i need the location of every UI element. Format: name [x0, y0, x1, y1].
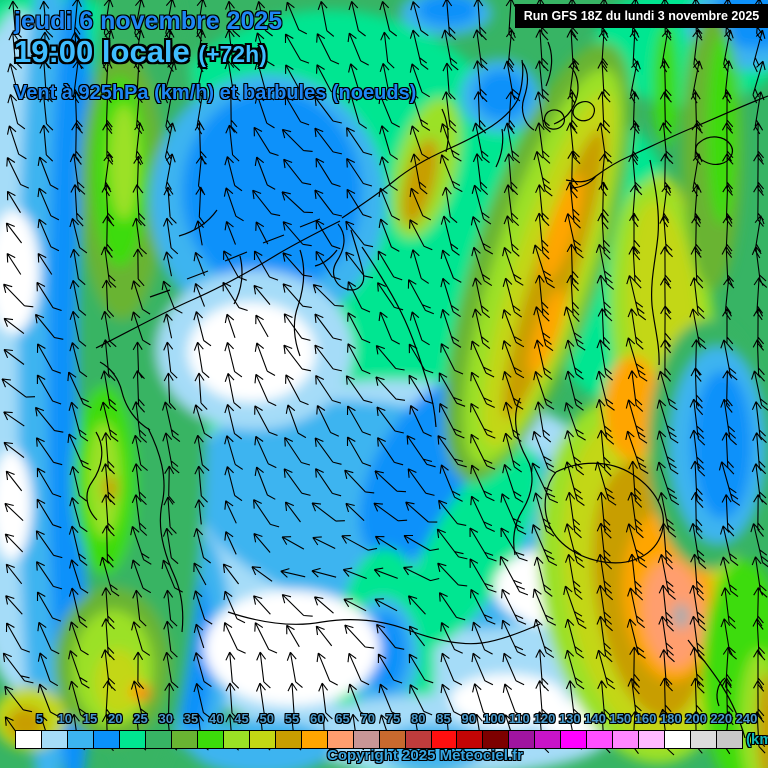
scale-label: 60	[310, 711, 325, 726]
scale-label: 220	[710, 711, 733, 726]
scale-label: 15	[82, 711, 98, 726]
scale-label: 240	[735, 711, 758, 726]
scale-label: 75	[385, 711, 401, 726]
scale-label: 120	[533, 711, 556, 726]
scale-label: 130	[558, 711, 581, 726]
scale-label: 200	[685, 711, 707, 726]
scale-label: 65	[335, 711, 350, 726]
scale-label: 140	[584, 711, 606, 726]
scale-label: 85	[436, 711, 451, 726]
scale-color-box	[716, 730, 744, 749]
map-header: jeudi 6 novembre 2025 19:00 locale (+72h…	[14, 8, 416, 104]
scale-color-box	[170, 730, 198, 749]
scale-label: 25	[133, 711, 148, 726]
date-text: jeudi 6 novembre 2025	[14, 7, 283, 35]
scale-color-box	[92, 730, 120, 749]
parameter-label: Vent à 925hPa (km/h) et barbules (noeuds…	[14, 81, 417, 104]
scale-label: 160	[634, 711, 657, 726]
scale-label: 70	[360, 711, 375, 726]
scale-color-box	[690, 730, 718, 749]
scale-color-box	[248, 730, 276, 749]
scale-color-box	[612, 730, 640, 749]
scale-color-box	[40, 730, 68, 749]
scale-label: 5	[35, 711, 44, 726]
scale-label: 10	[57, 711, 72, 726]
scale-color-box	[534, 730, 562, 749]
scale-color-box	[144, 730, 172, 749]
time-row: 19:00 locale (+72h)	[14, 34, 416, 70]
run-info-box: Run GFS 18Z du lundi 3 novembre 2025	[515, 4, 768, 28]
scale-color-box	[560, 730, 588, 749]
scale-color-box	[274, 730, 302, 749]
scale-color-box	[586, 730, 614, 749]
scale-label: 55	[284, 711, 300, 726]
unit-label: (km/h)	[746, 731, 768, 748]
copyright-text: Copyright 2025 Meteociel.fr	[327, 747, 523, 764]
scale-color-box	[638, 730, 666, 749]
scale-color-box	[118, 730, 146, 749]
scale-label: 45	[234, 711, 249, 726]
scale-label: 30	[158, 711, 173, 726]
run-info-text: Run GFS 18Z du lundi 3 novembre 2025	[523, 9, 760, 23]
scale-color-box	[222, 730, 250, 749]
scale-label: 90	[461, 711, 476, 726]
forecast-offset-text: (+72h)	[198, 41, 267, 68]
scale-label: 40	[209, 711, 224, 726]
scale-color-box	[196, 730, 224, 749]
scale-color-box	[66, 730, 94, 749]
scale-label: 180	[659, 711, 682, 726]
scale-color-box	[300, 730, 328, 749]
color-scale-legend	[15, 730, 744, 749]
scale-label: 80	[411, 711, 426, 726]
color-scale-labels: 5 10 15 20 25 30 35 40 45 50 55 60 65 70 75 80 85 90 100 11…	[0, 711, 768, 729]
scale-label: 35	[183, 711, 199, 726]
scale-color-box	[15, 730, 42, 749]
scale-label: 150	[609, 711, 632, 726]
scale-color-box	[664, 730, 692, 749]
scale-label: 20	[108, 711, 123, 726]
scale-label: 110	[508, 711, 530, 726]
scale-label: 50	[259, 711, 274, 726]
scale-label: 100	[483, 711, 505, 726]
time-text: 19:00 locale	[14, 34, 190, 70]
